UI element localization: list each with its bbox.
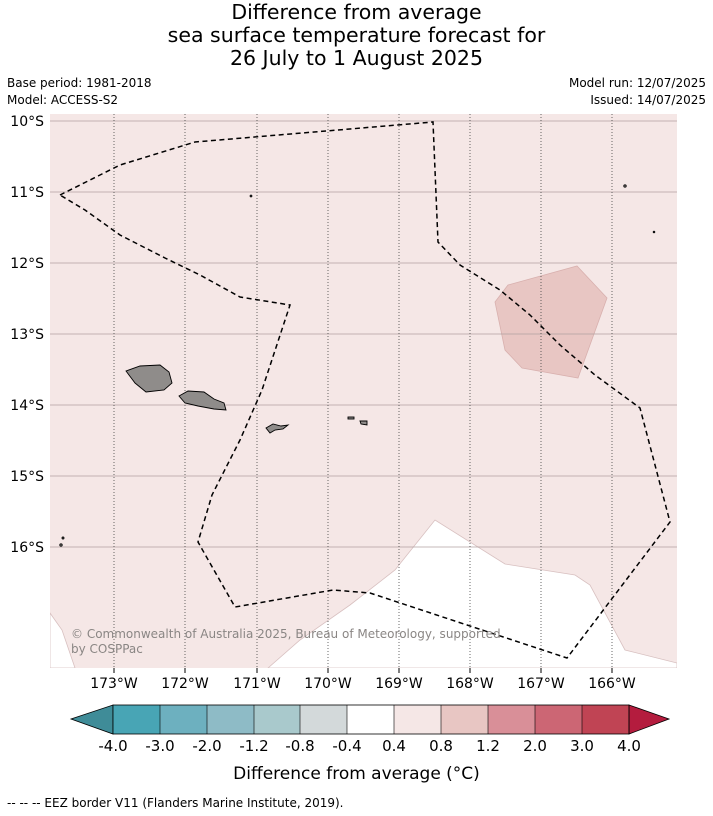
colorbar-tick-0-8: 0.8 [429,737,453,755]
lon-label-172w: 172°W [161,676,209,692]
islet-east [652,230,656,234]
latitude-gridlines [50,120,677,548]
ofu-islet [347,416,355,420]
colorbar-tick-2-0: 2.0 [523,737,547,755]
eez-legend-note: -- -- -- EEZ border V11 (Flanders Marine… [7,796,344,810]
colorbar-tick-labels: -4.0 -3.0 -2.0 -1.2 -0.8 -0.4 0.4 0.8 1.… [98,737,641,755]
colorbar-segment-9 [488,705,535,734]
colorbar-segment-7 [394,705,441,734]
land-islands [59,184,656,547]
colorbar-tick-m2-0: -2.0 [192,737,221,755]
lon-label-173w: 173°W [90,676,138,692]
colorbar-tick-m0-4: -0.4 [332,737,361,755]
base-period: Base period: 1981-2018 [7,76,152,90]
colorbar-segment-5 [300,705,347,734]
colorbar-tick-4-0: 4.0 [617,737,641,755]
colorbar: -4.0 -3.0 -2.0 -1.2 -0.8 -0.4 0.4 0.8 1.… [69,704,671,755]
copyright-line-2: by COSPPac [71,642,143,656]
colorbar-segment-1 [113,705,160,734]
colorbar-outline [112,704,630,735]
longitude-gridlines [113,114,613,668]
lon-labels: 173°W 172°W 171°W 170°W 169°W 168°W 167°… [90,676,636,692]
colorbar-segment-4 [254,705,300,734]
lon-ticks [113,668,613,673]
title-line-3: 26 July to 1 August 2025 [229,46,484,70]
lon-label-166w: 166°W [588,676,636,692]
colorbar-tick-3-0: 3.0 [570,737,594,755]
lon-label-167w: 167°W [517,676,565,692]
anomaly-warm-patch [494,265,608,379]
lon-label-169w: 169°W [375,676,423,692]
title-line-1: Difference from average [231,0,482,24]
swains-islet [623,184,627,188]
lon-label-170w: 170°W [304,676,352,692]
colorbar-segment-6 [347,705,394,734]
anomaly-neutral-region [267,519,677,668]
model-run: Model run: 12/07/2025 [568,76,706,90]
colorbar-segment-8 [441,705,488,734]
copyright-line-1: © Commonwealth of Australia 2025, Bureau… [71,627,501,641]
colorbar-extend-min [69,704,114,735]
lat-label-10s: 10°S [10,114,44,130]
colorbar-segment-11 [582,705,629,734]
colorbar-tick-m3-0: -3.0 [145,737,174,755]
anomaly-neutral-region-west [50,612,76,668]
lat-label-12s: 12°S [10,256,44,272]
colorbar-tick-m4-0: -4.0 [98,737,127,755]
colorbar-tick-m0-8: -0.8 [285,737,314,755]
colorbar-segment-3 [207,705,254,734]
issued-date: Issued: 14/07/2025 [590,93,706,107]
colorbar-title: Difference from average (°C) [233,764,480,784]
lon-label-171w: 171°W [233,676,281,692]
islet-west-1 [61,536,65,540]
map-area [50,114,677,668]
islet-north [249,194,253,198]
lat-label-14s: 14°S [10,398,44,414]
tutuila-island [265,423,290,434]
lat-label-15s: 15°S [10,469,44,485]
eez-border-samoa [59,121,671,659]
colorbar-segment-2 [160,705,207,734]
lat-label-13s: 13°S [10,327,44,343]
colorbar-segment-10 [535,705,582,734]
colorbar-dividers [159,705,583,734]
model-name: Model: ACCESS-S2 [7,93,119,107]
tau-island [359,420,368,426]
lat-label-16s: 16°S [10,540,44,556]
colorbar-tick-m1-2: -1.2 [239,737,268,755]
savaii-island [125,364,173,393]
islet-west-2 [59,543,63,547]
colorbar-tick-1-2: 1.2 [476,737,500,755]
upolu-island [178,390,227,411]
colorbar-extend-max [628,704,671,735]
lat-label-11s: 11°S [10,185,44,201]
title-line-2: sea surface temperature forecast for [167,23,546,47]
colorbar-tick-0-4: 0.4 [382,737,406,755]
lat-labels: 10°S 11°S 12°S 13°S 14°S 15°S 16°S [10,114,44,556]
lon-label-168w: 168°W [446,676,494,692]
